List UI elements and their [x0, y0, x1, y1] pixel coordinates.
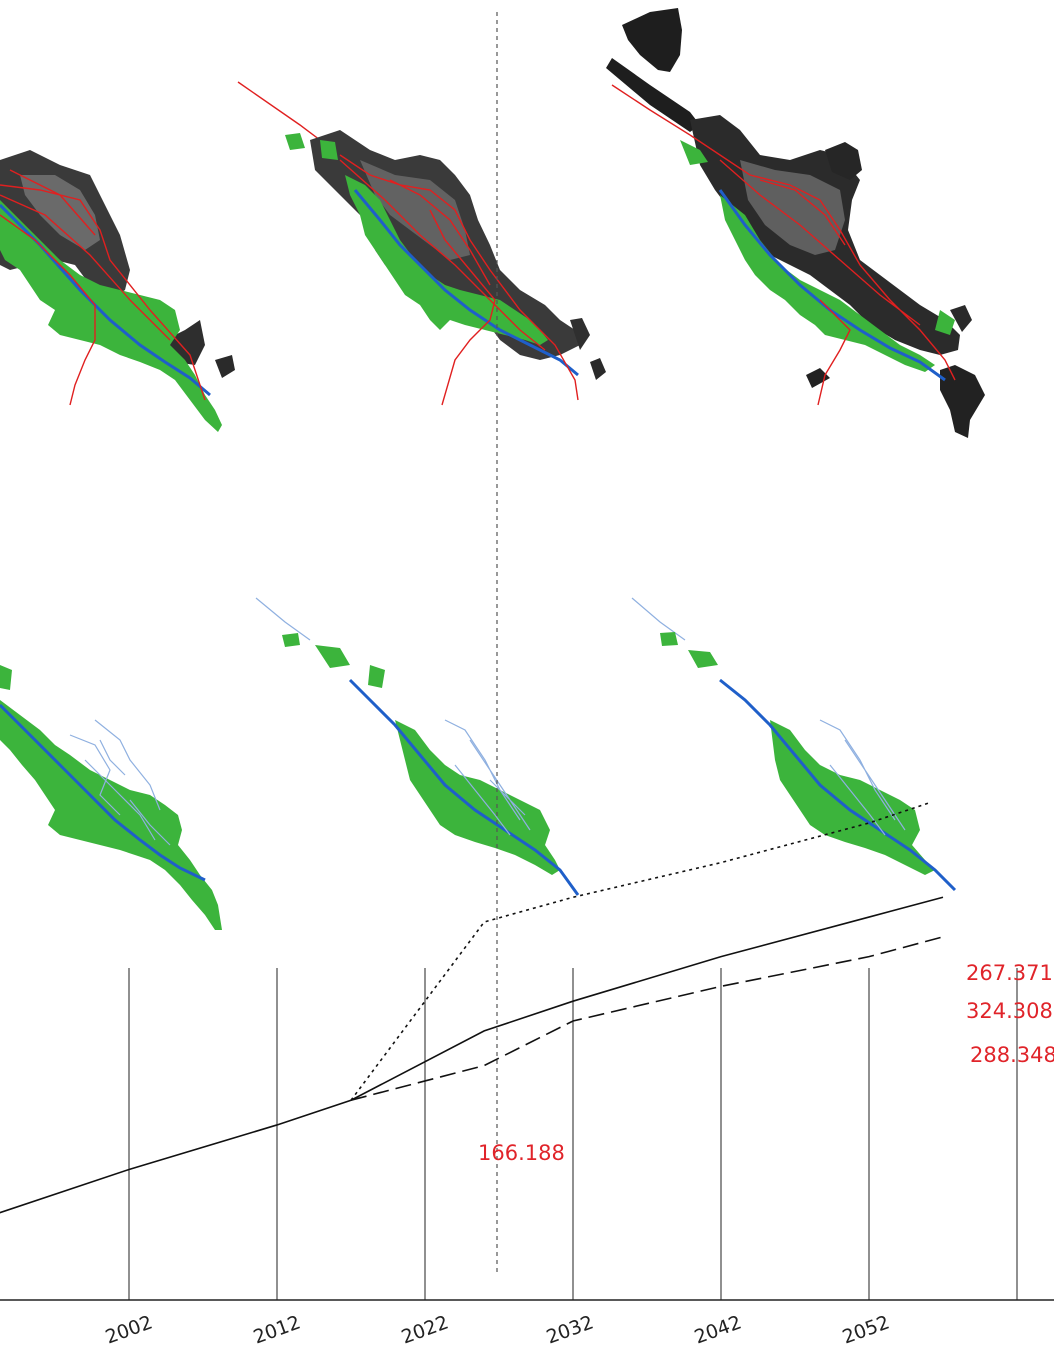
green-space: [0, 200, 222, 432]
urban-block-north: [622, 8, 682, 72]
roads: [339, 154, 579, 406]
canals: [69, 719, 171, 846]
green-map-2: [255, 597, 580, 896]
urban-mass-light: [740, 160, 845, 255]
value-label-mid: 324.308: [966, 999, 1053, 1023]
year-tick-label: 2022: [399, 1311, 452, 1348]
trend-line-dotted: [350, 802, 929, 1101]
urban-mass-south: [940, 365, 985, 438]
urban-mass-east: [950, 305, 972, 332]
urban-mass-light: [20, 175, 100, 250]
green-space: [680, 140, 955, 372]
canals: [444, 719, 531, 836]
canal-approach: [255, 597, 311, 641]
trend-line-dashed: [350, 936, 944, 1101]
green-space: [0, 665, 222, 930]
year-tick-label: 2002: [103, 1311, 156, 1348]
urban-map-1: [0, 150, 235, 432]
urban-mass-northeast: [825, 142, 862, 180]
roads-approach: [611, 84, 691, 136]
urban-strip-north: [606, 58, 700, 132]
urban-mass-fragment: [806, 368, 830, 388]
trend-line-solid: [0, 896, 944, 1214]
year-tick-label: 2042: [692, 1311, 745, 1348]
value-label-high: 267.371: [966, 961, 1053, 985]
green-space: [660, 632, 935, 875]
urban-map-2: [237, 81, 606, 406]
urban-map-3: [606, 8, 985, 438]
green-map-3: [631, 597, 957, 892]
year-tick-label: 2012: [251, 1311, 304, 1348]
timeline-chart: 2 2002 2012 2022 2032 2042 2052 267.371 324.30…: [0, 802, 1054, 1349]
roads: [0, 169, 206, 406]
canals: [819, 719, 906, 836]
canal-approach: [631, 597, 686, 641]
value-label-low: 288.348: [970, 1043, 1054, 1067]
green-space: [285, 133, 548, 345]
river: [0, 703, 206, 882]
river: [353, 189, 579, 377]
urban-mass-fragment: [215, 355, 235, 378]
value-label-current: 166.188: [478, 1141, 565, 1165]
year-tick-label: 2: [0, 1318, 1, 1343]
year-tick-label: 2032: [544, 1311, 597, 1348]
urban-mass-east: [570, 318, 590, 350]
year-tick-label: 2052: [840, 1311, 893, 1348]
roads: [689, 134, 956, 406]
river: [719, 678, 957, 892]
river: [348, 678, 580, 896]
green-map-1: [0, 665, 222, 930]
urban-mass-fragment: [590, 358, 606, 380]
